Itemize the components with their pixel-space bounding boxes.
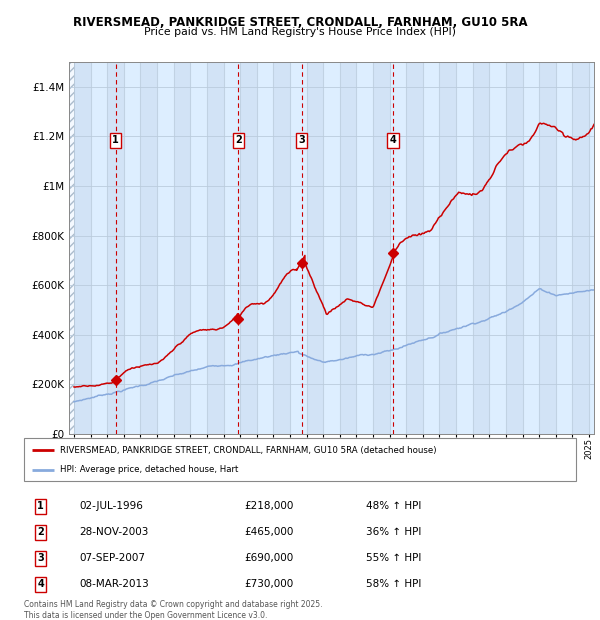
Text: 3: 3 [37, 553, 44, 564]
Bar [506, 62, 523, 434]
Bar [307, 62, 323, 434]
Text: 08-MAR-2013: 08-MAR-2013 [79, 579, 149, 590]
Text: £465,000: £465,000 [245, 527, 294, 538]
Text: 2: 2 [235, 135, 242, 145]
Text: £690,000: £690,000 [245, 553, 294, 564]
Text: 4: 4 [37, 579, 44, 590]
Text: 2: 2 [37, 527, 44, 538]
Bar [473, 62, 490, 434]
FancyBboxPatch shape [24, 438, 576, 480]
Text: 28-NOV-2003: 28-NOV-2003 [79, 527, 149, 538]
Bar [340, 62, 356, 434]
Bar [107, 62, 124, 434]
Bar [173, 62, 190, 434]
Bar [406, 62, 423, 434]
Bar [373, 62, 389, 434]
Bar [539, 62, 556, 434]
Bar [207, 62, 224, 434]
Text: RIVERSMEAD, PANKRIDGE STREET, CRONDALL, FARNHAM, GU10 5RA (detached house): RIVERSMEAD, PANKRIDGE STREET, CRONDALL, … [60, 446, 436, 454]
Text: £730,000: £730,000 [245, 579, 294, 590]
Bar [240, 62, 257, 434]
Bar [572, 62, 589, 434]
Bar [439, 62, 456, 434]
Text: Contains HM Land Registry data © Crown copyright and database right 2025.
This d: Contains HM Land Registry data © Crown c… [24, 600, 323, 619]
Text: £218,000: £218,000 [245, 501, 294, 512]
Text: 02-JUL-1996: 02-JUL-1996 [79, 501, 143, 512]
Text: RIVERSMEAD, PANKRIDGE STREET, CRONDALL, FARNHAM, GU10 5RA: RIVERSMEAD, PANKRIDGE STREET, CRONDALL, … [73, 16, 527, 29]
Bar [69, 62, 74, 434]
Bar [74, 62, 91, 434]
Text: 1: 1 [37, 501, 44, 512]
Text: 4: 4 [389, 135, 397, 145]
Text: 1: 1 [112, 135, 119, 145]
Text: 36% ↑ HPI: 36% ↑ HPI [366, 527, 422, 538]
Text: 58% ↑ HPI: 58% ↑ HPI [366, 579, 422, 590]
Text: 07-SEP-2007: 07-SEP-2007 [79, 553, 145, 564]
Text: 48% ↑ HPI: 48% ↑ HPI [366, 501, 422, 512]
Bar [69, 62, 74, 434]
Text: 3: 3 [298, 135, 305, 145]
Text: Price paid vs. HM Land Registry's House Price Index (HPI): Price paid vs. HM Land Registry's House … [144, 27, 456, 37]
Text: 55% ↑ HPI: 55% ↑ HPI [366, 553, 422, 564]
Bar [274, 62, 290, 434]
Text: HPI: Average price, detached house, Hart: HPI: Average price, detached house, Hart [60, 466, 238, 474]
Bar [140, 62, 157, 434]
